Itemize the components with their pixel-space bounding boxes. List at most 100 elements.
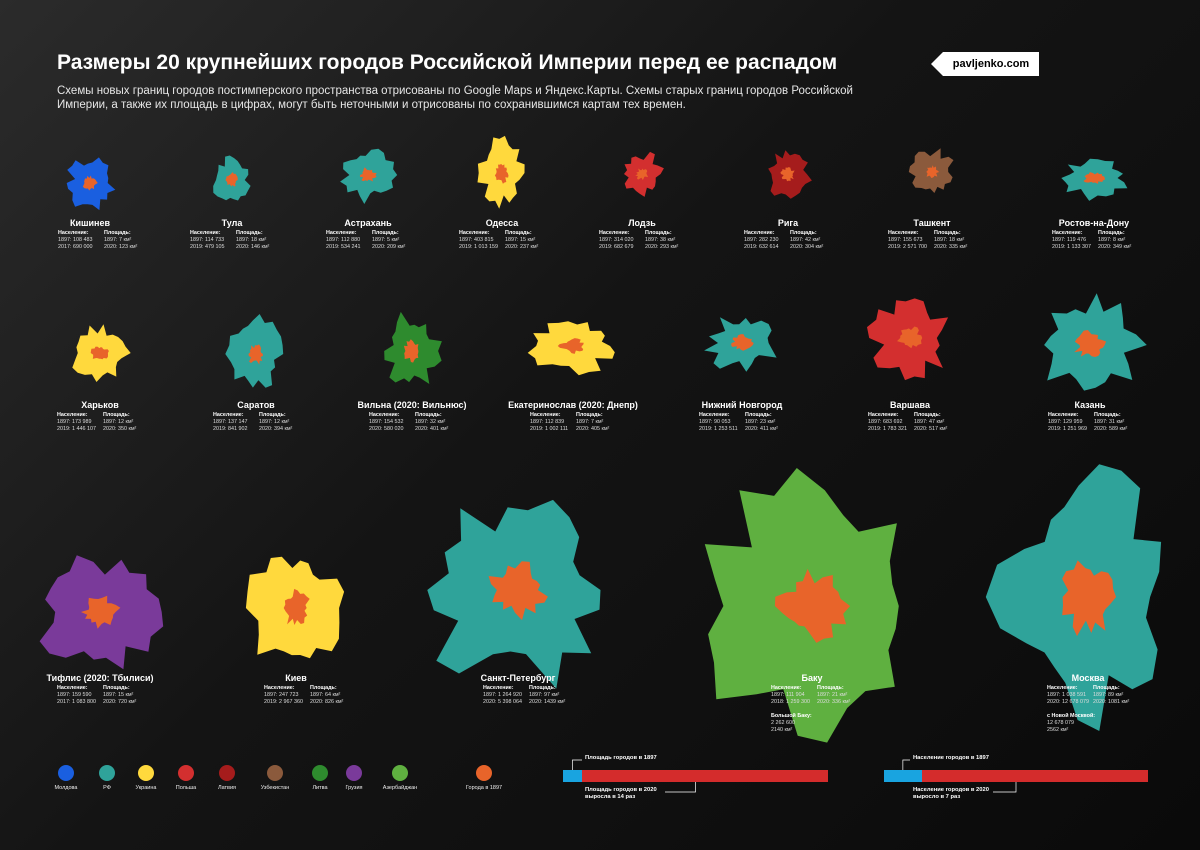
city-border-1897	[731, 334, 754, 351]
area-label: Площадь:	[914, 412, 941, 418]
city-border-1897	[488, 561, 548, 621]
population-now: 2019: 1 253 511	[699, 426, 738, 432]
city-name: Вильна (2020: Вильнюс)	[357, 400, 467, 410]
area-now: 2020: 336 км²	[817, 699, 851, 705]
legend-label: РФ	[103, 785, 111, 791]
city-name: Киев	[285, 673, 307, 683]
population-label: Население:	[1052, 230, 1083, 236]
city-kishinev: Кишинев Население: 1897: 108 483 2017: 690 …	[25, 0, 155, 850]
legend-swatch	[219, 765, 235, 781]
city-map-ekaterinoslav	[527, 321, 615, 376]
extra-population: 2 262 600	[771, 720, 795, 726]
city-astrakhan: Астрахань Население: 1897: 112 880 2019: 53…	[303, 0, 433, 850]
area-label: Площадь:	[104, 230, 131, 236]
legend-label: Молдова	[54, 785, 78, 791]
area-1897: 1897: 31 км²	[1094, 419, 1125, 425]
area-now: 2020: 349 км²	[1098, 244, 1132, 250]
area-1897: 1897: 47 км²	[914, 419, 945, 425]
population-bar-label-1897: Население городов в 1897	[913, 755, 989, 761]
area-1897: 1897: 38 км²	[645, 237, 676, 243]
city-map-riga	[768, 150, 812, 199]
city-name: Тифлис (2020: Тбилиси)	[46, 673, 154, 683]
city-baku: Баку Население: 1897: 111 904 2018: 1 259 3…	[704, 0, 899, 850]
area-label: Площадь:	[817, 685, 844, 691]
city-map-nizhny	[704, 317, 777, 372]
population-1897: 1897: 108 483	[58, 237, 93, 243]
area-label: Площадь:	[259, 412, 286, 418]
population-label: Население:	[530, 412, 561, 418]
population-label: Население:	[190, 230, 221, 236]
city-name: Казань	[1074, 400, 1106, 410]
population-1897: 1897: 137 147	[213, 419, 248, 425]
city-nizhny: Нижний Новгород Население: 1897: 90 053 201…	[677, 0, 807, 850]
area-now: 2020: 405 км²	[576, 426, 610, 432]
area-now: 2020: 350 км²	[103, 426, 137, 432]
population-bar-label-2020: Население городов в 2020 выросло в 7 раз	[913, 787, 989, 800]
page-subtitle: Схемы новых границ городов постимперског…	[57, 85, 853, 111]
city-saratov: Саратов Население: 1897: 137 147 2019: 841 …	[191, 0, 321, 850]
area-label: Площадь:	[1098, 230, 1125, 236]
population-label: Население:	[57, 685, 88, 691]
area-now: 2020: 335 км²	[934, 244, 968, 250]
extra-label: с Новой Москвой:	[1047, 713, 1096, 719]
population-1897: 1897: 247 723	[264, 692, 299, 698]
city-name: Екатеринослав (2020: Днепр)	[508, 400, 638, 410]
area-label: Площадь:	[505, 230, 532, 236]
population-now: 2019: 2 967 360	[264, 699, 303, 705]
city-border-1897	[248, 344, 263, 365]
area-now: 2020: 293 км²	[645, 244, 679, 250]
area-label: Площадь:	[372, 230, 399, 236]
population-label: Население:	[369, 412, 400, 418]
legend-label: Города в 1897	[465, 785, 503, 791]
area-label: Площадь:	[103, 685, 130, 691]
area-1897: 1897: 12 км²	[259, 419, 290, 425]
population-now: 2020: 12 678 079	[1047, 699, 1089, 705]
legend-label: Польша	[175, 785, 197, 791]
city-map-lodz	[624, 151, 664, 197]
population-now: 2018: 1 259 300	[771, 699, 810, 705]
legend-item-moldova: Молдова	[36, 765, 96, 791]
city-border-1897	[225, 172, 238, 187]
extra-area: 2140 км²	[771, 727, 793, 733]
area-bar-label-1897: Площадь городов в 1897	[585, 755, 657, 761]
city-kiev: Киев Население: 1897: 247 723 2019: 2 967 3…	[231, 0, 361, 850]
area-1897: 1897: 97 км²	[529, 692, 560, 698]
population-1897: 1897: 403 815	[459, 237, 494, 243]
population-now: 2019: 1 251 969	[1048, 426, 1087, 432]
city-kazan: Казань Население: 1897: 129 959 2019: 1 251…	[1025, 0, 1155, 850]
area-label: Площадь:	[310, 685, 337, 691]
area-label: Площадь:	[103, 412, 130, 418]
city-map-kishinev	[66, 157, 116, 211]
city-riga: Рига Население: 1897: 282 230 2019: 632 614…	[723, 0, 853, 850]
population-now: 2019: 1 446 107	[57, 426, 96, 432]
city-name: Варшава	[890, 400, 930, 410]
population-1897: 1897: 155 673	[888, 237, 923, 243]
area-now: 2020: 826 км²	[310, 699, 344, 705]
city-name: Ростов-на-Дону	[1058, 218, 1130, 228]
population-label: Население:	[744, 230, 775, 236]
city-name: Тула	[221, 218, 243, 228]
population-1897: 1897: 683 692	[868, 419, 903, 425]
population-1897: 1897: 154 532	[369, 419, 404, 425]
population-1897: 1897: 129 959	[1048, 419, 1083, 425]
population-label: Население:	[57, 412, 88, 418]
city-map-vilna	[384, 311, 442, 384]
population-now: 2019: 534 241	[326, 244, 361, 250]
city-name: Кишинев	[69, 218, 111, 228]
population-1897: 1897: 1 264 920	[483, 692, 522, 698]
page-title: Размеры 20 крупнейших городов Российской…	[57, 51, 838, 74]
legend-item-lithuania: Литва	[290, 765, 350, 791]
legend-swatch	[476, 765, 492, 781]
population-label: Население:	[888, 230, 919, 236]
city-name: Астрахань	[344, 218, 392, 228]
legend-item-azerbaijan: Азербайджан	[370, 765, 430, 791]
extra-area: 2562 км²	[1047, 727, 1069, 733]
city-border-1897	[1062, 560, 1117, 637]
population-1897: 1897: 119 476	[1052, 237, 1087, 243]
area-now: 2020: 237 км²	[505, 244, 539, 250]
brand-link[interactable]: pavljenko.com	[943, 52, 1039, 76]
area-1897: 1897: 18 км²	[236, 237, 267, 243]
area-now: 2020: 146 км²	[236, 244, 270, 250]
city-tashkent: Ташкент Население: 1897: 155 673 2019: 2 57…	[867, 0, 997, 850]
city-name: Одесса	[485, 218, 519, 228]
